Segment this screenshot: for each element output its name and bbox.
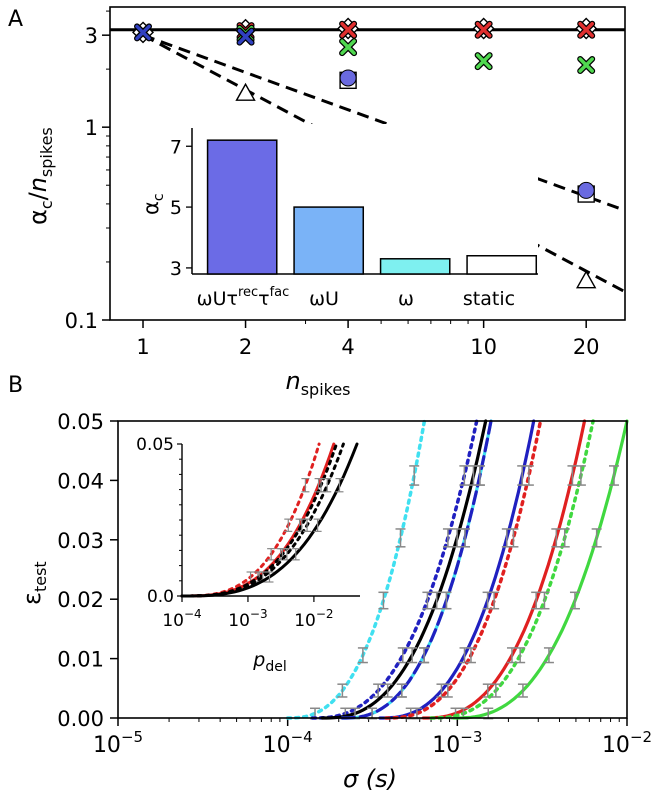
b-xtick-label: 10−2 xyxy=(602,728,652,758)
inset-a-ylabel: αc xyxy=(139,193,167,215)
b-ytick-label: 0.03 xyxy=(57,529,104,553)
panel-a-xlabel: nspikes xyxy=(285,367,350,399)
b-ytick-label: 0.00 xyxy=(57,707,104,731)
b-xtick-label: 10−4 xyxy=(263,728,313,758)
b-ytick-label: 0.02 xyxy=(57,588,104,612)
a-ytick-label: 1 xyxy=(85,116,98,140)
panel-b-frame xyxy=(117,420,628,719)
panel-a-frame xyxy=(109,6,626,321)
a-marker-x xyxy=(340,39,356,55)
a-xtick-label: 2 xyxy=(239,335,252,359)
b-ytick-label: 0.01 xyxy=(57,648,104,672)
a-marker-x xyxy=(135,24,151,41)
a-marker-x xyxy=(578,57,594,73)
inset-a-bar xyxy=(206,139,278,275)
inset-b-ytick-label: 0.0 xyxy=(147,587,174,607)
inset-a-category-3: ω xyxy=(398,288,414,310)
b-series-line xyxy=(285,419,427,720)
panel-b-inset: pdel 0.05 0.010−4 10−3 10−2 xyxy=(136,435,362,675)
a-marker-x xyxy=(475,53,492,69)
inset-a-bar xyxy=(293,206,365,275)
b-xtick-label: 10−3 xyxy=(432,728,482,758)
svg-text:αc/nspikes: αc/nspikes xyxy=(24,127,56,225)
inset-b-ytick-label: 0.05 xyxy=(136,435,174,455)
b-ytick-label: 0.05 xyxy=(57,410,104,434)
inset-a-bar xyxy=(379,258,451,275)
b-xtick-label: 10−5 xyxy=(93,728,143,758)
inset-b-xtick-label: 10−2 xyxy=(294,607,333,631)
a-xtick-label: 10 xyxy=(470,335,497,359)
b-series-line xyxy=(340,419,493,720)
panel-b-plot: 0.00 0.01 0.02 0.03 0.04 0.05 10−5 10−4 10−3 10−2 xyxy=(57,410,652,758)
a-xtick-label: 1 xyxy=(136,335,149,359)
inset-a-category-2: ωU xyxy=(309,288,339,310)
a-ytick-label: 3 xyxy=(85,24,98,48)
a-fit-dashed-line xyxy=(142,33,626,212)
a-marker-x xyxy=(578,22,594,38)
panel-a-label: A xyxy=(8,7,23,32)
a-xtick-label: 20 xyxy=(573,335,600,359)
panel-a-inset: αc ωUτrecτfac ωU ω static 3 5 7 xyxy=(139,124,538,310)
a-marker-circle xyxy=(577,181,595,199)
inset-a-ytick-label: 5 xyxy=(170,197,182,219)
b-series-line xyxy=(320,419,488,720)
panel-b-label: B xyxy=(8,373,23,398)
b-series-line xyxy=(429,419,595,720)
a-marker-x xyxy=(340,22,356,38)
b-series-line xyxy=(452,419,629,720)
inset-a-ytick-label: 3 xyxy=(170,258,182,280)
a-xtick-label: 4 xyxy=(341,335,354,359)
inset-b-xlabel: pdel xyxy=(252,649,286,675)
inset-b-xtick-label: 10−4 xyxy=(162,607,201,631)
svg-text:ωUτrecτfac: ωUτrecτfac xyxy=(197,285,290,310)
b-ytick-label: 0.04 xyxy=(57,469,104,493)
inset-b-xtick-label: 10−3 xyxy=(228,607,267,631)
a-marker-circle xyxy=(339,69,357,87)
panel-b-xlabel: σ (s) xyxy=(343,765,397,793)
panel-a-ylabel: αc/nspikes xyxy=(24,127,56,225)
inset-a-bar xyxy=(466,255,538,275)
a-marker-triangle xyxy=(575,270,597,289)
svg-text:nspikes: nspikes xyxy=(285,367,350,399)
inset-a-ytick-label: 7 xyxy=(170,136,182,158)
inset-b-background xyxy=(180,438,362,598)
a-ytick-label: 0.1 xyxy=(65,309,98,333)
panel-b-ylabel: εtest xyxy=(18,561,50,605)
a-marker-triangle xyxy=(235,82,256,101)
inset-a-category-4: static xyxy=(463,288,515,310)
b-series-line xyxy=(310,419,479,720)
a-marker-x xyxy=(475,22,492,38)
svg-text:εtest: εtest xyxy=(18,561,50,605)
a-marker-x xyxy=(237,28,254,45)
b-series-line xyxy=(384,419,543,720)
inset-a-category-1: ωUτrecτfac xyxy=(197,285,290,310)
